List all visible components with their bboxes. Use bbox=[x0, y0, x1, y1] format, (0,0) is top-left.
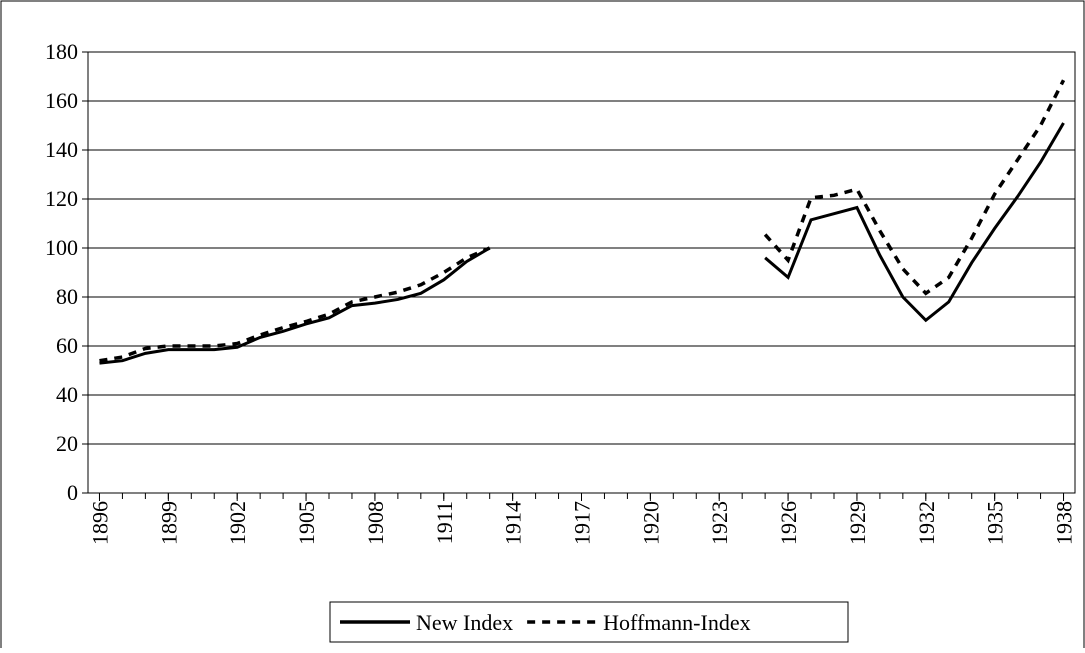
x-tick-label: 1920 bbox=[638, 501, 663, 545]
x-tick-label: 1926 bbox=[776, 501, 801, 545]
x-tick-label: 1917 bbox=[570, 501, 595, 545]
series-line bbox=[99, 122, 1065, 365]
y-tick-label: 120 bbox=[45, 186, 78, 211]
y-tick-label: 100 bbox=[45, 235, 78, 260]
y-tick-label: 20 bbox=[56, 431, 78, 456]
y-tick-label: 60 bbox=[56, 333, 78, 358]
x-tick-label: 1914 bbox=[501, 501, 526, 545]
x-tick-label: 1911 bbox=[432, 501, 457, 544]
x-tick-label: 1902 bbox=[225, 501, 250, 545]
y-tick-label: 160 bbox=[45, 88, 78, 113]
series-line bbox=[99, 79, 1066, 363]
y-tick-label: 40 bbox=[56, 382, 78, 407]
x-tick-label: 1935 bbox=[983, 501, 1008, 545]
legend-label: New Index bbox=[416, 610, 513, 635]
x-tick-label: 1908 bbox=[363, 501, 388, 545]
legend-label: Hoffmann-Index bbox=[603, 610, 750, 635]
x-tick-label: 1905 bbox=[294, 501, 319, 545]
x-tick-label: 1932 bbox=[914, 501, 939, 545]
x-tick-label: 1896 bbox=[87, 501, 112, 545]
x-tick-label: 1923 bbox=[707, 501, 732, 545]
y-tick-label: 80 bbox=[56, 284, 78, 309]
x-tick-label: 1938 bbox=[1052, 501, 1077, 545]
y-tick-label: 0 bbox=[67, 480, 78, 505]
y-tick-label: 140 bbox=[45, 137, 78, 162]
x-tick-label: 1929 bbox=[845, 501, 870, 545]
x-tick-label: 1899 bbox=[156, 501, 181, 545]
y-tick-label: 180 bbox=[45, 39, 78, 64]
